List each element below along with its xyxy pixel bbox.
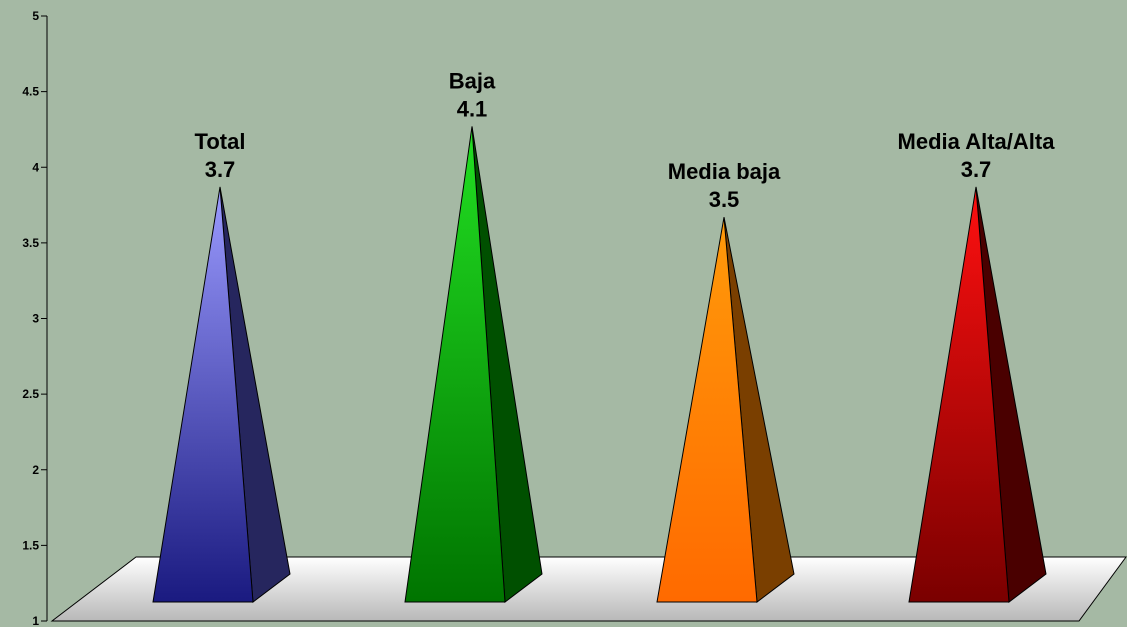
pyramid-bar [656,217,795,603]
y-tick-label: 2.5 [22,387,39,401]
y-tick-label: 4.5 [22,85,39,99]
pyramid-front-face [152,186,254,603]
y-tick-label: 2 [32,463,39,477]
y-tick-label: 3 [32,312,39,326]
pyramid-bar [404,126,543,603]
pyramid-front-face [656,217,758,603]
pyramid-front-face [404,126,506,603]
category-label: Total [195,129,246,154]
data-label: 3.7 [205,157,236,182]
y-tick-label: 1.5 [22,538,39,552]
data-label: 4.1 [457,96,488,121]
category-label: Baja [449,68,496,93]
y-tick-label: 3.5 [22,236,39,250]
data-label: 3.7 [961,157,992,182]
pyramid-bar [152,186,291,603]
chart-floor [50,556,1127,622]
category-label: Media Alta/Alta [898,129,1056,154]
pyramid-front-face [908,186,1010,603]
pyramid-bar [908,186,1047,603]
y-tick-label: 5 [32,9,39,23]
data-label: 3.5 [709,187,740,212]
category-label: Media baja [668,159,781,184]
y-tick-label: 4 [32,160,39,174]
y-tick-label: 1 [32,614,39,627]
